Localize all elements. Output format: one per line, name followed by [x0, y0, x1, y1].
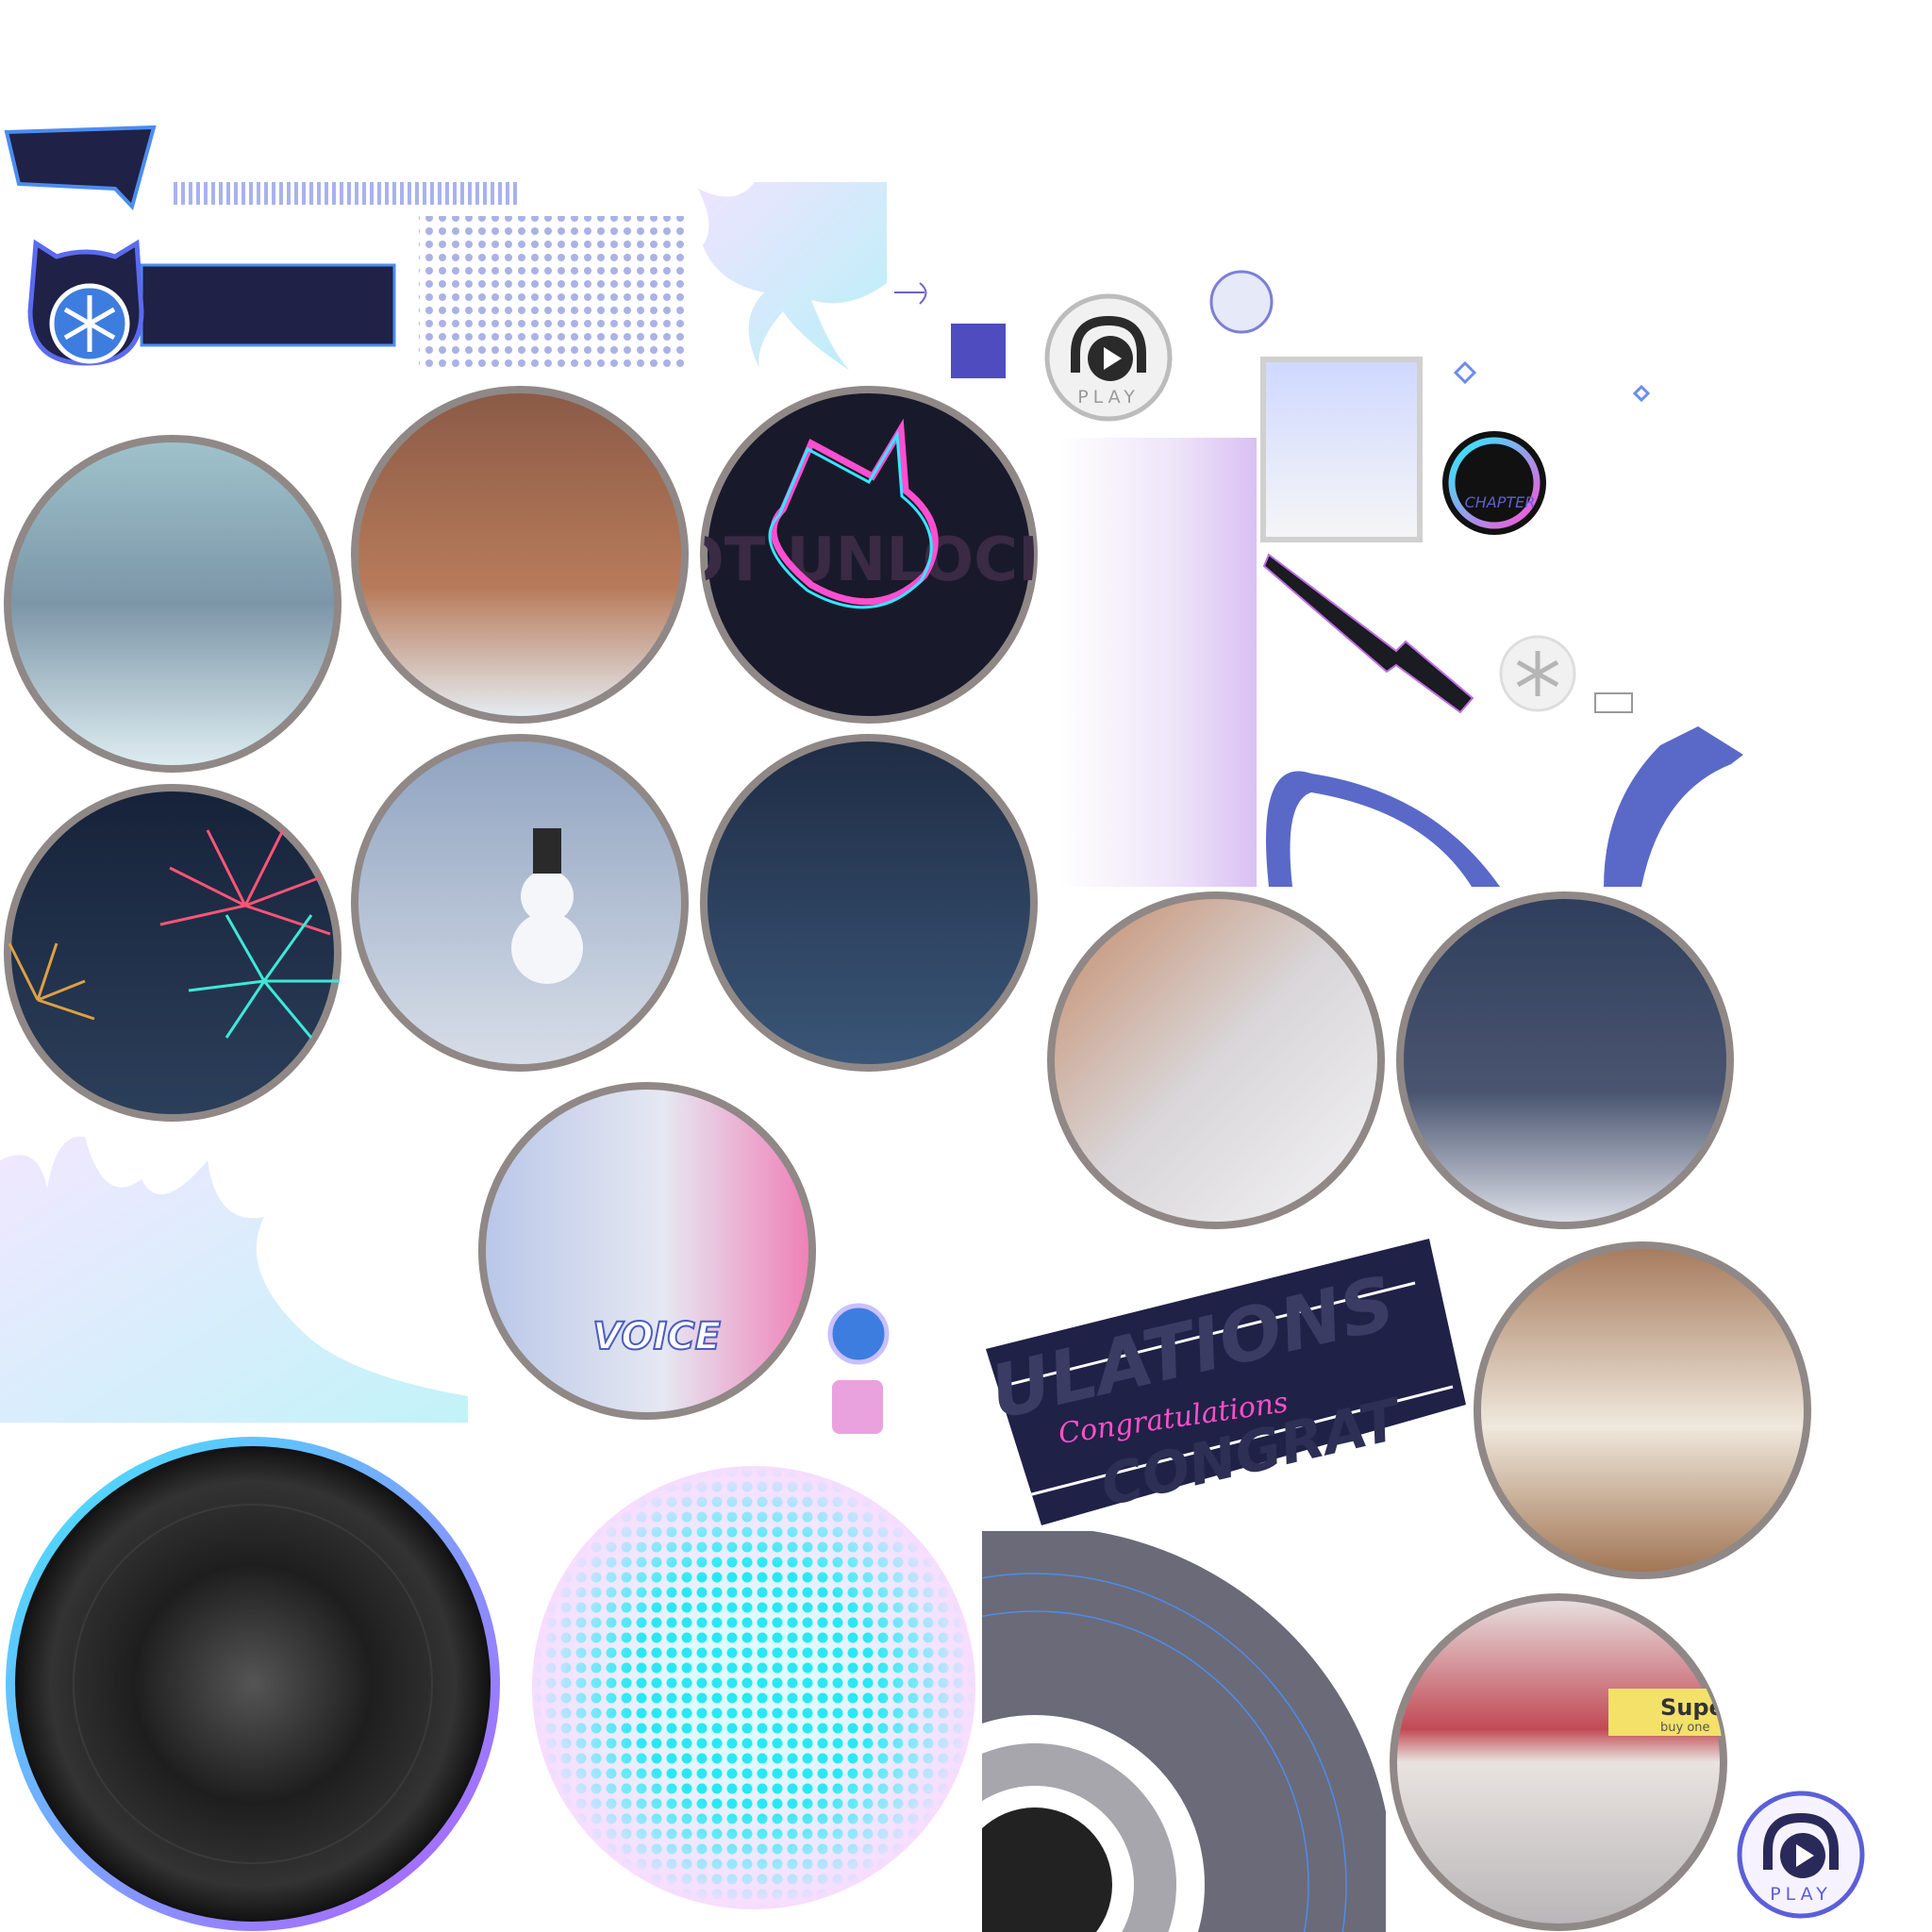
chapter-button[interactable] [1442, 431, 1546, 535]
congrats-banner [986, 1239, 1466, 1525]
header-tab [4, 125, 157, 210]
vinyl-groove [73, 1504, 433, 1864]
card-frame [1260, 357, 1423, 542]
thumbnail-snow-street[interactable] [4, 435, 341, 773]
headphones-icon-small [1763, 1812, 1839, 1870]
locked-text: OT UNLOCK [673, 525, 1067, 595]
record-large [982, 1531, 1386, 1932]
thumbnail-brick-building[interactable] [351, 386, 689, 724]
chapter-ring [1448, 437, 1541, 529]
fireworks [8, 829, 340, 1039]
thumbnail-shop[interactable] [1390, 1593, 1727, 1931]
character-sticker [1209, 270, 1274, 334]
halftone-panel [419, 216, 690, 370]
vinyl-record [15, 1446, 491, 1922]
snowflake-token-icon [1516, 651, 1559, 696]
small-box [1594, 692, 1633, 713]
color-swatch [951, 324, 1006, 378]
sparkles [1453, 360, 1651, 403]
paint-splash [698, 182, 887, 370]
music-note [894, 282, 927, 305]
snowman [511, 828, 583, 984]
paint-splash-bottom [0, 1136, 468, 1423]
thumbnail-locked[interactable] [700, 386, 1038, 724]
title-bar [140, 263, 396, 347]
shop-sub-text: buy one [1660, 1721, 1710, 1735]
banner-stripes [999, 1281, 1454, 1497]
ribbon-right [1604, 726, 1743, 887]
headphones-icon [1071, 315, 1146, 373]
voice-logo: VOICE [592, 1315, 721, 1358]
strap [1262, 553, 1474, 714]
halftone-sphere [532, 1466, 975, 1909]
gradient-blur [832, 1380, 883, 1434]
neon-cat [770, 418, 939, 606]
thumbnail-night-town[interactable] [1396, 891, 1734, 1229]
barcode-strip [173, 182, 521, 205]
thumbnail-market[interactable] [1474, 1241, 1811, 1579]
shop-sign-text: Super [1660, 1694, 1736, 1721]
play-label: PLAY [1077, 387, 1140, 408]
snowflake-badge-small [827, 1303, 890, 1365]
record-groove [982, 1610, 1309, 1932]
snowflake-icon [63, 295, 116, 352]
thumbnail-snow-town[interactable] [1047, 891, 1385, 1229]
light-streak [1059, 438, 1257, 887]
thumbnail-snowman-arch[interactable] [351, 734, 689, 1072]
thumbnail-voice[interactable] [478, 1082, 816, 1420]
play-icon [1104, 347, 1122, 370]
play-icon-small [1796, 1844, 1814, 1867]
chapter-label: CHAPTER [1465, 493, 1536, 511]
shop-sign [1608, 1689, 1722, 1736]
play-label-small: PLAY [1770, 1884, 1832, 1905]
thumbnail-fireworks[interactable] [4, 784, 341, 1122]
record-center [982, 1807, 1112, 1932]
record-groove [982, 1573, 1347, 1932]
thumbnail-warehouse[interactable] [700, 734, 1038, 1072]
ribbon-left [1266, 771, 1500, 887]
neon-cat-glow [768, 430, 933, 609]
